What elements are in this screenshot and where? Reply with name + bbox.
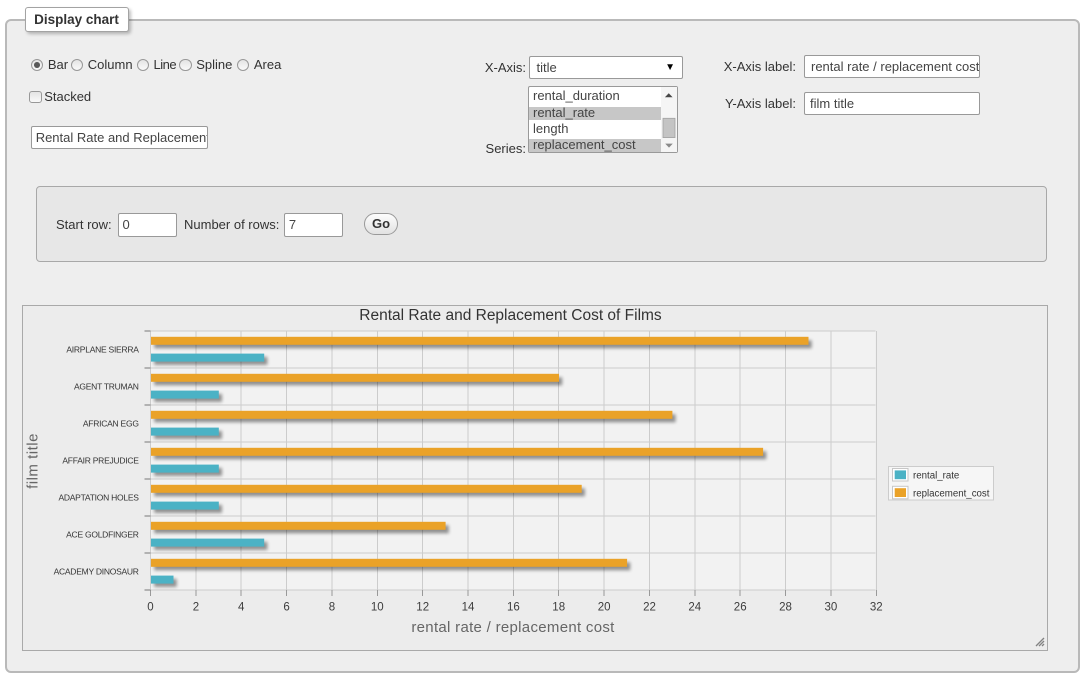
svg-text:16: 16 — [507, 602, 520, 614]
svg-text:28: 28 — [779, 602, 792, 614]
svg-text:replacement_cost: replacement_cost — [913, 488, 990, 499]
svg-text:film title: film title — [25, 433, 42, 489]
svg-text:18: 18 — [552, 602, 565, 614]
svg-text:10: 10 — [371, 602, 384, 614]
svg-text:ADAPTATION HOLES: ADAPTATION HOLES — [58, 493, 139, 503]
svg-text:30: 30 — [825, 602, 838, 614]
svg-text:ACE GOLDFINGER: ACE GOLDFINGER — [66, 530, 139, 540]
svg-text:26: 26 — [734, 602, 747, 614]
svg-text:32: 32 — [870, 602, 883, 614]
svg-text:24: 24 — [688, 602, 701, 614]
svg-text:Rental Rate and Replacement Co: Rental Rate and Replacement Cost of Film… — [359, 307, 662, 324]
svg-text:AIRPLANE SIERRA: AIRPLANE SIERRA — [66, 345, 139, 355]
svg-text:6: 6 — [283, 602, 289, 614]
svg-text:4: 4 — [238, 602, 245, 614]
svg-text:AFRICAN EGG: AFRICAN EGG — [83, 419, 139, 429]
svg-text:22: 22 — [643, 602, 656, 614]
svg-text:AFFAIR PREJUDICE: AFFAIR PREJUDICE — [62, 456, 139, 466]
svg-text:rental_rate: rental_rate — [913, 471, 959, 482]
svg-text:20: 20 — [598, 602, 611, 614]
svg-text:ACADEMY DINOSAUR: ACADEMY DINOSAUR — [54, 567, 139, 577]
svg-text:8: 8 — [329, 602, 335, 614]
svg-text:12: 12 — [416, 602, 429, 614]
svg-text:2: 2 — [193, 602, 199, 614]
svg-text:rental rate / replacement cost: rental rate / replacement cost — [411, 619, 615, 636]
svg-text:14: 14 — [462, 602, 475, 614]
svg-text:AGENT TRUMAN: AGENT TRUMAN — [74, 382, 139, 392]
svg-text:0: 0 — [147, 602, 153, 614]
